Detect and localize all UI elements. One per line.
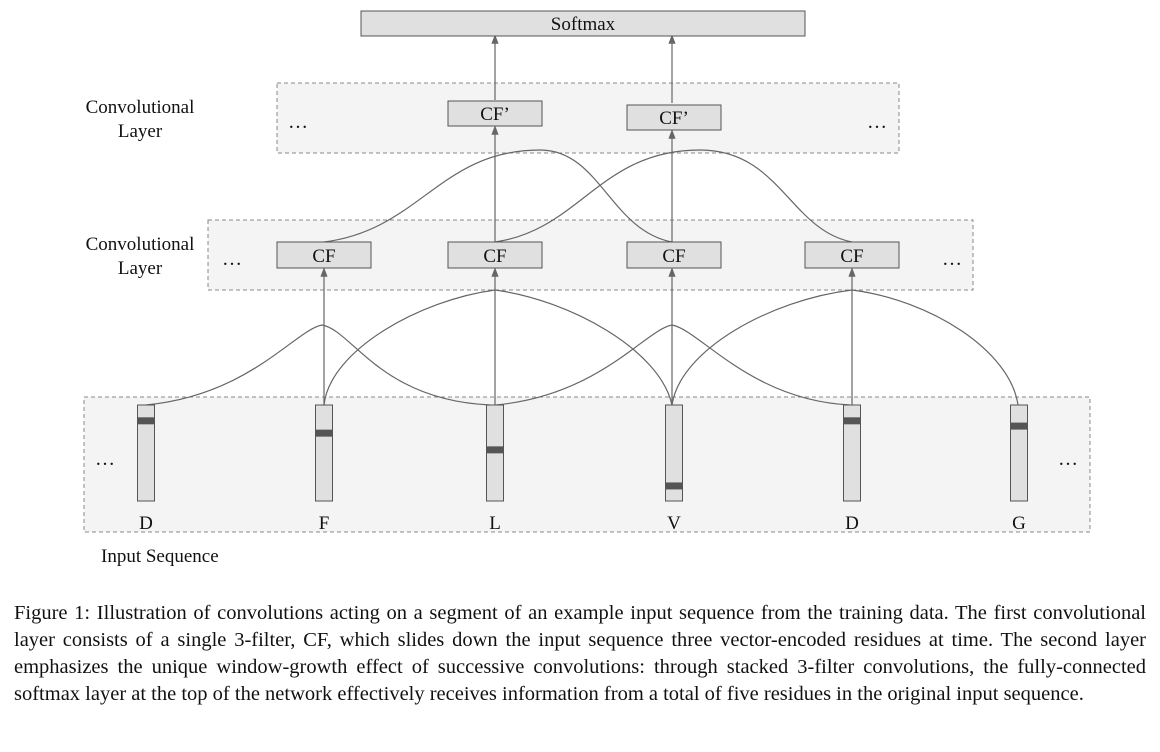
cf-box	[447, 241, 543, 269]
cf-box	[276, 241, 372, 269]
cf-box	[804, 241, 900, 269]
input-ellipsis-left: …	[95, 448, 115, 470]
residue-label: D	[139, 513, 153, 534]
conv-layer-1-label-line1: Convolutional	[86, 234, 195, 255]
conv-layer-2-panel	[276, 82, 900, 154]
input-ellipsis-right: …	[1058, 448, 1078, 470]
residue-label: L	[489, 513, 501, 534]
residue-label: G	[1012, 513, 1026, 534]
residue-one-hot-marker	[843, 417, 861, 425]
conv-layer-2-ellipsis-right: …	[867, 111, 887, 133]
residue-label: D	[845, 513, 859, 534]
connections	[145, 34, 1019, 406]
residue-one-hot-marker	[486, 446, 504, 454]
residue-one-hot-marker	[1010, 422, 1028, 430]
cf-label: CF	[840, 246, 863, 267]
conv-layer-2-label-line2: Layer	[118, 121, 163, 142]
residue-vector-bar	[1010, 404, 1028, 502]
cf-label: CF	[312, 246, 335, 267]
residue-label: F	[319, 513, 330, 534]
residue-vector-bar	[315, 404, 333, 502]
figure-caption: Figure 1: Illustration of convolutions a…	[14, 602, 1146, 705]
conv-layer-1-label-line2: Layer	[118, 258, 163, 279]
input-sequence-panel	[83, 396, 1091, 533]
softmax-label: Softmax	[551, 14, 616, 35]
input-sequence-label: Input Sequence	[101, 546, 219, 567]
residue-one-hot-marker	[665, 482, 683, 490]
residue-label: V	[667, 513, 681, 534]
cf-prime-label: CF’	[659, 108, 689, 129]
residue-one-hot-marker	[315, 429, 333, 437]
cf-label: CF	[483, 246, 506, 267]
residue-vector-bar	[137, 404, 155, 502]
cf-box	[626, 241, 722, 269]
cf-prime-label: CF’	[480, 104, 510, 125]
cf-label: CF	[662, 246, 685, 267]
residue-vector-bar	[665, 404, 683, 502]
conv-layer-2-label-line1: Convolutional	[86, 97, 195, 118]
conv-layer-1-ellipsis-right: …	[942, 248, 962, 270]
residue-vector-bar	[843, 404, 861, 502]
cf-prime-box	[626, 104, 722, 131]
softmax-box	[360, 10, 806, 37]
residue-one-hot-marker	[137, 417, 155, 425]
conv-layer-2-ellipsis-left: …	[288, 111, 308, 133]
conv-layer-1-ellipsis-left: …	[222, 248, 242, 270]
cf-prime-box	[447, 100, 543, 127]
convolution-diagram: Softmax Convolutional Layer … … CF’ CF’ …	[83, 10, 1091, 567]
